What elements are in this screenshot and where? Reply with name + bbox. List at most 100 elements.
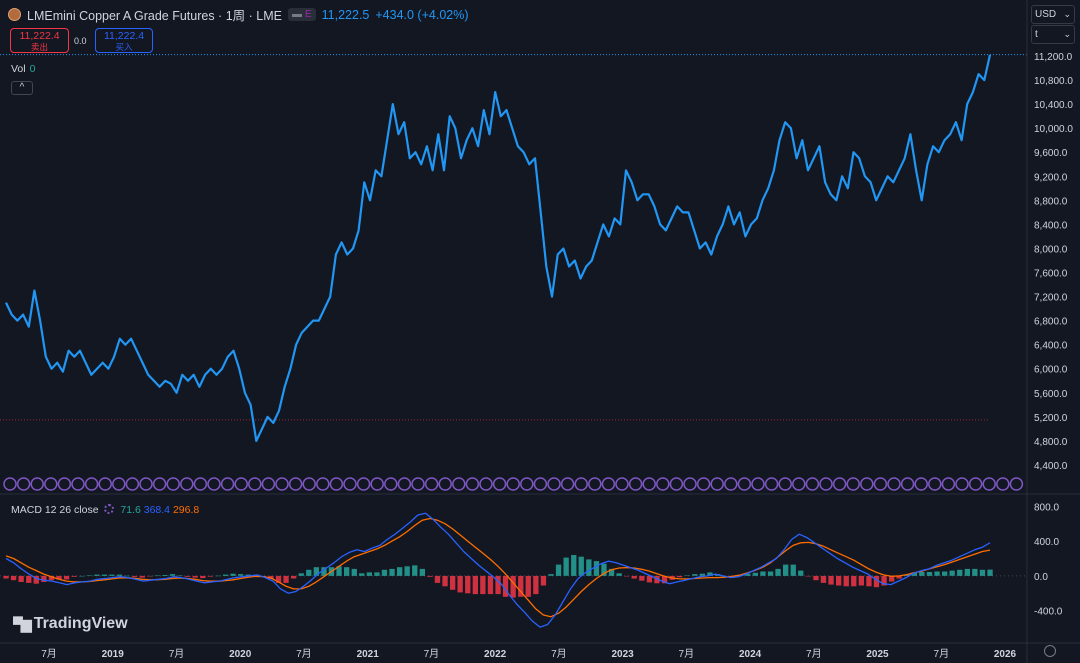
tradingview-logo-icon: ▀▆ [13, 615, 32, 632]
histogram-bar [3, 575, 9, 579]
histogram-bar [162, 575, 168, 576]
histogram-bar [116, 574, 123, 576]
histogram-bar [10, 575, 17, 581]
macd-plot[interactable] [0, 512, 1027, 628]
histogram-bar [427, 575, 433, 577]
histogram-bar [480, 575, 486, 595]
histogram-bar [684, 575, 690, 576]
histogram-bar [843, 575, 849, 587]
histogram-bar [397, 567, 403, 576]
price-axis-tick: 7,600.0 [1034, 269, 1068, 280]
histogram-bar [465, 575, 471, 594]
histogram-bar [245, 574, 251, 576]
currency-select[interactable]: USD ⌄ [1031, 5, 1075, 24]
histogram-bar [866, 575, 872, 587]
histogram-bar [518, 575, 524, 597]
price-axis-tick: 6,000.0 [1034, 365, 1068, 376]
histogram-bar [601, 563, 607, 576]
histogram-bar [525, 575, 531, 597]
signal-line[interactable] [5, 517, 991, 618]
time-axis-tick: 7月 [934, 648, 950, 660]
histogram-bar [608, 568, 615, 576]
histogram-bar [26, 575, 32, 583]
volume-value: 0 [29, 63, 36, 75]
histogram-bar [896, 575, 902, 579]
histogram-bar [215, 575, 221, 577]
histogram-bar [230, 573, 236, 576]
histogram-bar [798, 570, 804, 576]
histogram-bar [616, 573, 622, 576]
macd-legend: MACD 12 26 close 71.6 368.4 296.8 [11, 504, 199, 516]
time-axis-tick: 7月 [806, 648, 822, 660]
histogram-bar [699, 573, 705, 576]
histogram-bar [404, 566, 410, 576]
settings-gear-icon[interactable] [1044, 645, 1056, 657]
histogram-bar [646, 575, 653, 583]
unit-select[interactable]: t ⌄ [1031, 25, 1075, 44]
exchange-logo-icon [8, 8, 21, 21]
histogram-bar [548, 574, 554, 576]
watermark-text: TradingView [33, 615, 128, 632]
histogram-bar [775, 568, 781, 576]
histogram-bar [692, 574, 698, 576]
histogram-bar [707, 572, 713, 576]
histogram-bar [593, 561, 600, 576]
indicator-settings-icon[interactable] [104, 504, 115, 514]
histogram-bar [790, 564, 796, 576]
histogram-bar [836, 575, 842, 586]
buy-button[interactable]: 11,222.4 买入 [95, 28, 153, 53]
macd-axis-tick: -400.0 [1034, 607, 1063, 618]
macd-axis-tick: 800.0 [1034, 502, 1059, 513]
symbol-title[interactable]: LMEmini Copper A Grade Futures · 1周 · LM… [27, 9, 282, 23]
macd-line[interactable] [5, 512, 991, 628]
macd-axis-tick: 0.0 [1034, 572, 1048, 583]
time-axis-tick: 2021 [357, 649, 380, 660]
histogram-bar [873, 575, 880, 588]
visibility-toggle[interactable]: ▬ E [287, 8, 316, 21]
spread-value: 0.0 [74, 36, 87, 46]
histogram-bar [132, 575, 138, 577]
histogram-bar [313, 567, 319, 576]
histogram-bar [586, 559, 592, 576]
time-axis-tick: 7月 [551, 648, 567, 660]
price-line[interactable] [5, 54, 992, 442]
histogram-bar [33, 575, 39, 584]
time-axis-tick: 2024 [739, 649, 762, 660]
histogram-bar [222, 574, 229, 576]
collapse-button[interactable]: ^ [11, 81, 33, 95]
histogram-bar [192, 575, 198, 578]
histogram-bar [381, 569, 388, 576]
histogram-bar [752, 572, 758, 576]
histogram-bar [94, 574, 100, 576]
histogram-bar [419, 568, 425, 576]
symbol-header: LMEmini Copper A Grade Futures · 1周 · LM… [8, 5, 469, 24]
histogram-bar [911, 572, 917, 576]
histogram-bar [336, 566, 342, 576]
histogram-bar [56, 575, 62, 580]
histogram-bar [321, 567, 327, 576]
histogram-bar [972, 568, 978, 576]
histogram-bar [760, 571, 766, 576]
histogram-bar [919, 572, 925, 576]
histogram-bar [767, 571, 774, 576]
time-axis-tick: 2020 [229, 649, 252, 660]
histogram-bar [502, 575, 509, 597]
sell-button[interactable]: 11,222.4 卖出 [10, 28, 69, 53]
event-markers[interactable] [3, 477, 1024, 491]
histogram-bar [979, 569, 986, 576]
histogram-bar [48, 575, 55, 581]
macd-hist-value: 71.6 [120, 504, 141, 516]
price-plot[interactable] [0, 54, 1027, 491]
histogram-bar [858, 575, 864, 586]
histogram-bar [442, 575, 448, 587]
eye-badge: E [304, 9, 312, 20]
histogram-bar [389, 568, 395, 576]
histogram-bar [366, 572, 372, 576]
tradingview-watermark: ▀▆ TradingView [13, 615, 128, 633]
histogram-bar [139, 575, 145, 578]
histogram-bar [661, 575, 668, 584]
time-axis-tick: 2025 [866, 649, 889, 660]
histogram-bar [457, 575, 463, 593]
